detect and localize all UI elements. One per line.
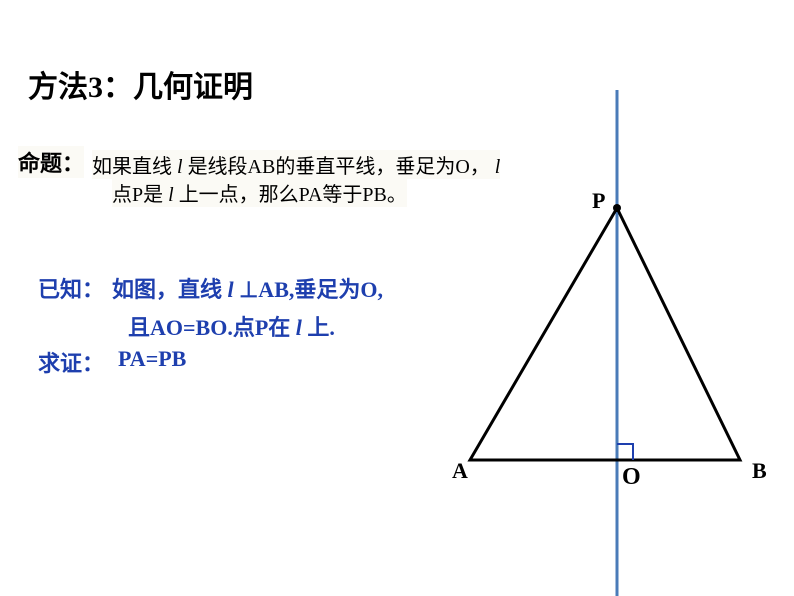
geometry-diagram xyxy=(440,90,794,596)
label-a: A xyxy=(452,458,468,484)
given-label-text: 已知： xyxy=(38,277,104,302)
point-p-dot xyxy=(613,204,621,212)
given-l1a: 如图，直线 xyxy=(112,277,222,302)
label-b: B xyxy=(752,458,767,484)
prove-body: PA=PB xyxy=(118,346,186,372)
method-title: 方法3：几何证明 xyxy=(28,62,253,106)
title-text: 方法3：几何证明 xyxy=(28,71,253,104)
prop-l1-prefix: 如果直线 xyxy=(92,156,172,178)
given-l1b: ⊥AB,垂足为O, xyxy=(239,277,383,302)
triangle xyxy=(470,208,740,460)
given-l2b: 上. xyxy=(307,315,335,340)
script-l-icon: l xyxy=(296,315,302,340)
prove-label-text: 求证： xyxy=(38,351,104,376)
proposition-label-text: 命题： xyxy=(18,151,84,176)
script-l-icon: l xyxy=(168,184,174,206)
proposition-line-2: 点P是 l 上一点，那么PA等于PB。 xyxy=(112,178,407,207)
given-line-2: 且AO=BO.点P在 l 上. xyxy=(128,310,335,342)
given-label: 已知： xyxy=(38,272,104,304)
prove-body-text: PA=PB xyxy=(118,346,186,371)
prove-label: 求证： xyxy=(38,346,104,378)
prop-l2-prefix: 点P是 xyxy=(112,184,163,206)
proposition-label: 命题： xyxy=(18,146,84,178)
label-p: P xyxy=(592,188,605,214)
script-l-icon: l xyxy=(228,277,234,302)
given-l2a: 且AO=BO.点P在 xyxy=(128,315,290,340)
script-l-icon: l xyxy=(177,156,183,178)
prop-l2-mid: 上一点，那么PA等于PB。 xyxy=(179,184,407,206)
given-line-1a: 如图，直线 l ⊥AB,垂足为O, xyxy=(112,272,383,304)
right-angle-icon xyxy=(617,444,633,460)
label-o: O xyxy=(622,464,641,491)
